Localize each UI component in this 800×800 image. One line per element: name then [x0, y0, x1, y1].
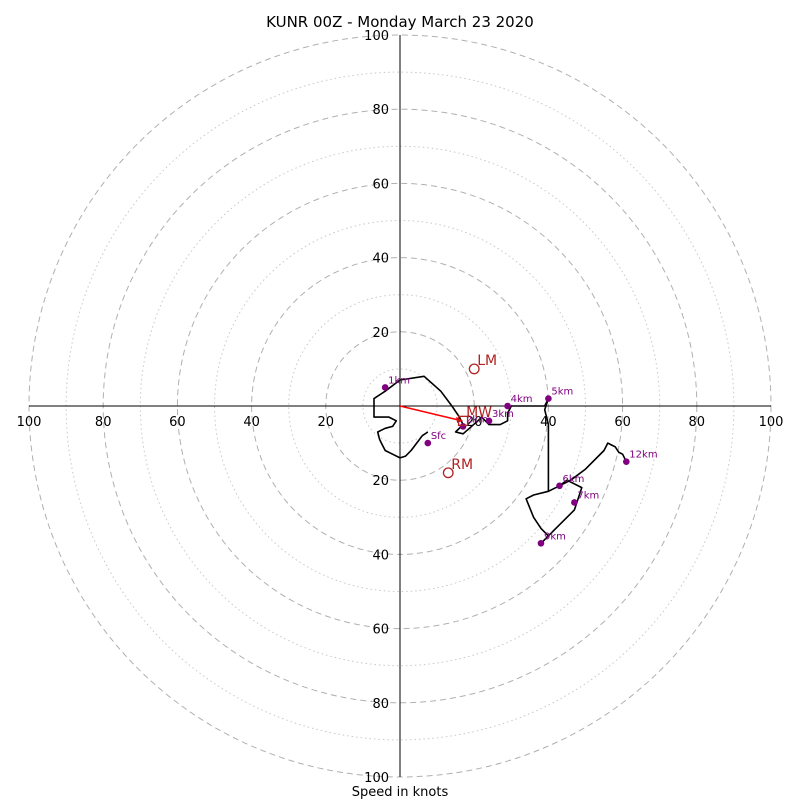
height-marker-1km — [381, 384, 389, 391]
x-tick-label-east-20: 20 — [466, 415, 483, 430]
mean-wind-vector — [399, 405, 461, 422]
x-tick-label-east-80: 80 — [689, 415, 706, 430]
height-marker-7km — [571, 499, 578, 506]
x-tick-label-west-100: 100 — [17, 415, 42, 430]
x-tick-label-west-80: 80 — [95, 415, 112, 430]
height-label-5km: 5km — [551, 387, 573, 398]
y-tick-label-south-80: 80 — [372, 697, 389, 712]
storm-motion-marker-rm — [442, 467, 454, 479]
x-tick-label-east-100: 100 — [759, 415, 784, 430]
hodograph-trace — [373, 375, 628, 545]
height-label-2km: 2km — [466, 414, 488, 425]
height-marker-3km — [485, 417, 493, 425]
y-tick-label-north-100: 100 — [364, 29, 389, 44]
height-marker-5km — [545, 395, 552, 402]
height-label-7km: 7km — [577, 490, 599, 501]
y-tick-label-south-20: 20 — [372, 474, 389, 489]
height-label-6km: 6km — [563, 474, 585, 485]
height-label-12km: 12km — [629, 450, 657, 461]
height-label-4km: 4km — [511, 394, 533, 405]
x-tick-label-west-40: 40 — [243, 415, 260, 430]
storm-motions: LM RM MW — [399, 353, 497, 479]
y-tick-label-north-80: 80 — [372, 103, 389, 118]
y-tick-label-north-20: 20 — [372, 326, 389, 341]
mean-wind-arrowhead — [456, 416, 464, 423]
x-tick-label-west-60: 60 — [169, 415, 186, 430]
y-tick-label-north-60: 60 — [372, 177, 389, 192]
storm-motion-label-lm: LM — [477, 353, 497, 369]
height-marker-9km — [537, 539, 545, 547]
x-axis-title: Speed in knots — [352, 785, 449, 800]
hodograph-line — [373, 375, 628, 545]
storm-motion-marker-mw — [457, 415, 469, 426]
height-label-9km: 9km — [544, 531, 566, 542]
height-marker-4km — [504, 402, 511, 410]
y-tick-label-south-100: 100 — [364, 771, 389, 786]
height-marker-sfc — [424, 439, 432, 447]
height-label-1km: 1km — [388, 375, 410, 386]
tick-labels: 2020202040404040606060608080808010010010… — [17, 29, 784, 786]
storm-motion-label-mw: MW — [466, 405, 492, 421]
height-label-sfc: Sfc — [431, 431, 446, 442]
chart-title: KUNR 00Z - Monday March 23 2020 — [266, 13, 534, 31]
height-marker-12km — [623, 458, 630, 465]
height-label-3km: 3km — [492, 409, 514, 420]
x-tick-label-east-60: 60 — [614, 415, 631, 430]
y-tick-label-south-40: 40 — [372, 548, 389, 563]
storm-motion-label-rm: RM — [451, 457, 473, 473]
y-tick-label-south-60: 60 — [372, 623, 389, 638]
height-marker-6km — [556, 482, 563, 490]
x-tick-label-west-20: 20 — [318, 415, 335, 430]
storm-motion-marker-lm — [468, 363, 480, 375]
y-tick-label-north-40: 40 — [372, 252, 389, 267]
height-markers: Sfc 1km 2km 3km 4km 5km 6km 7km 9km 12km — [381, 375, 658, 547]
